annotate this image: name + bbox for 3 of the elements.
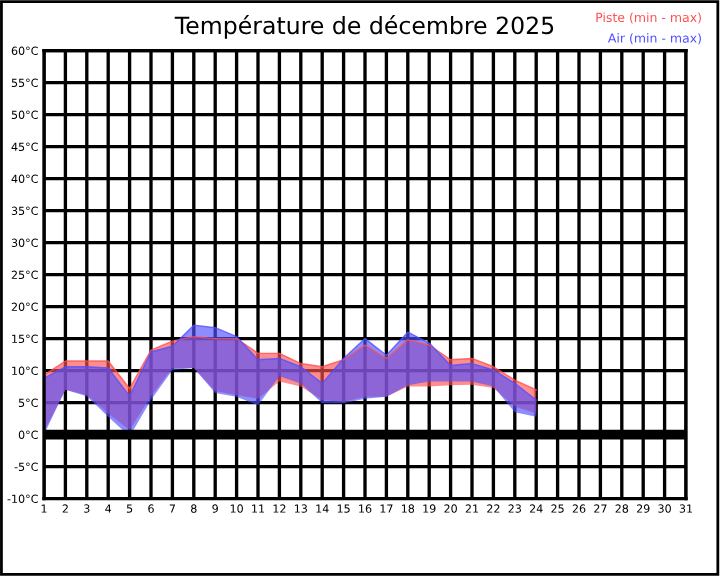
chart-title: Température de décembre 2025: [174, 15, 554, 39]
line-series: [44, 324, 537, 401]
line-series: [44, 335, 537, 391]
